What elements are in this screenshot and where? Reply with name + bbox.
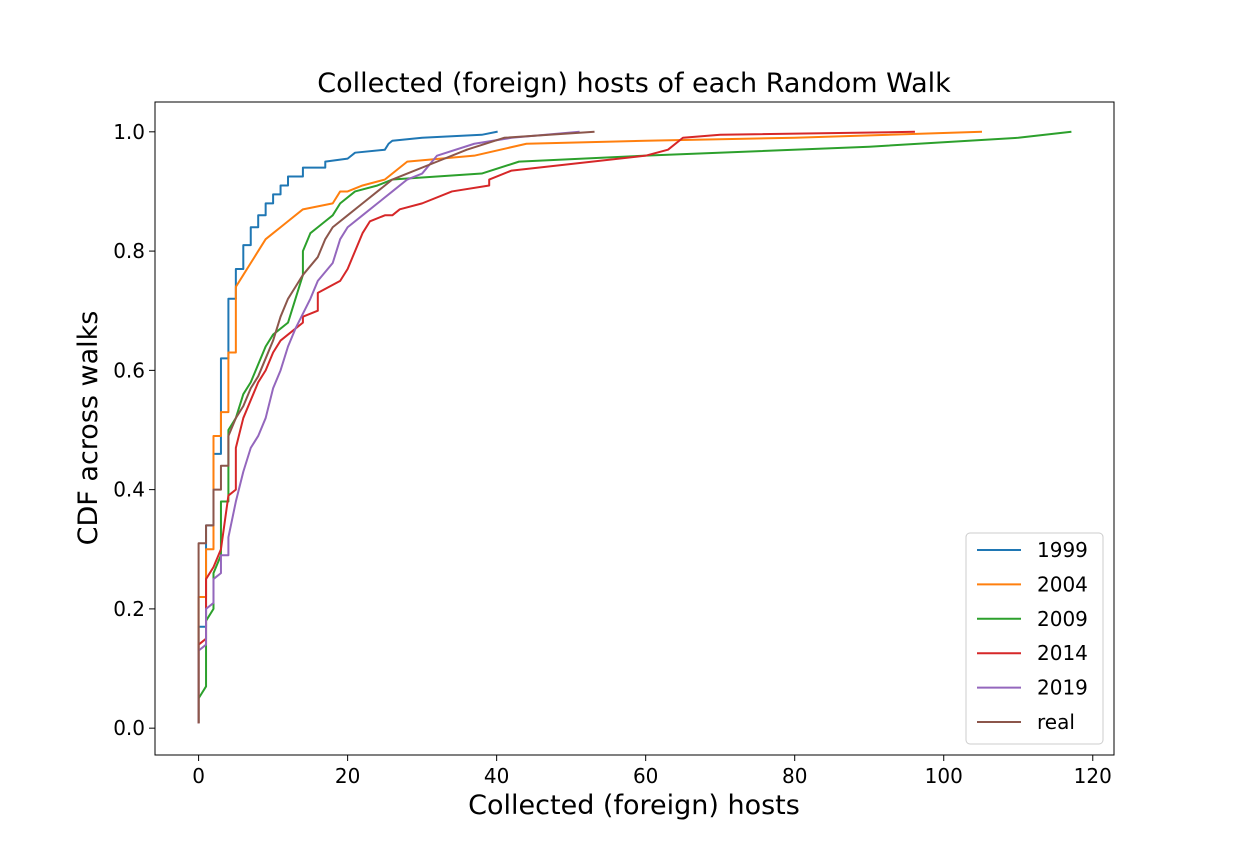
legend-label-real: real	[1037, 710, 1075, 734]
series-line-2019	[197, 130, 580, 724]
series-line-2004	[197, 130, 983, 724]
legend-label-2014: 2014	[1037, 641, 1088, 665]
y-tick-label: 0.4	[113, 478, 145, 502]
legend-label-2019: 2019	[1037, 676, 1088, 700]
series-line-1999	[197, 130, 498, 724]
series-line-real	[197, 130, 595, 724]
y-tick-label: 0.6	[113, 358, 145, 382]
legend-label-2004: 2004	[1037, 572, 1088, 596]
x-tick-label: 40	[484, 764, 509, 788]
x-tick-label: 80	[782, 764, 807, 788]
y-tick-label: 1.0	[113, 120, 145, 144]
x-tick-label: 120	[1074, 764, 1112, 788]
x-tick-label: 60	[633, 764, 658, 788]
legend-label-2009: 2009	[1037, 607, 1088, 631]
series-line-2014	[197, 130, 915, 724]
x-tick-label: 100	[925, 764, 963, 788]
legend-frame	[965, 532, 1104, 745]
y-tick-label: 0.0	[113, 716, 145, 740]
x-axis-ticks: 0 20 40 60 80 100 120	[192, 755, 1112, 788]
legend-items: 1999 2004 2009 2014 2019 real	[977, 538, 1088, 734]
x-axis-label: Collected (foreign) hosts	[468, 790, 800, 821]
x-tick-label: 20	[335, 764, 360, 788]
y-axis-label: CDF across walks	[73, 311, 104, 546]
chart-title: Collected (foreign) hosts of each Random…	[317, 68, 951, 99]
series-line-2009	[197, 130, 1072, 724]
y-axis-ticks: 0.0 0.2 0.4 0.6 0.8 1.0	[113, 120, 155, 740]
legend-label-1999: 1999	[1037, 538, 1088, 562]
x-tick-label: 0	[192, 764, 205, 788]
series-layer	[197, 130, 1072, 724]
legend: 1999 2004 2009 2014 2019 real	[965, 532, 1104, 745]
plot-frame	[154, 101, 1115, 756]
y-tick-label: 0.2	[113, 597, 145, 621]
y-tick-label: 0.8	[113, 239, 145, 263]
